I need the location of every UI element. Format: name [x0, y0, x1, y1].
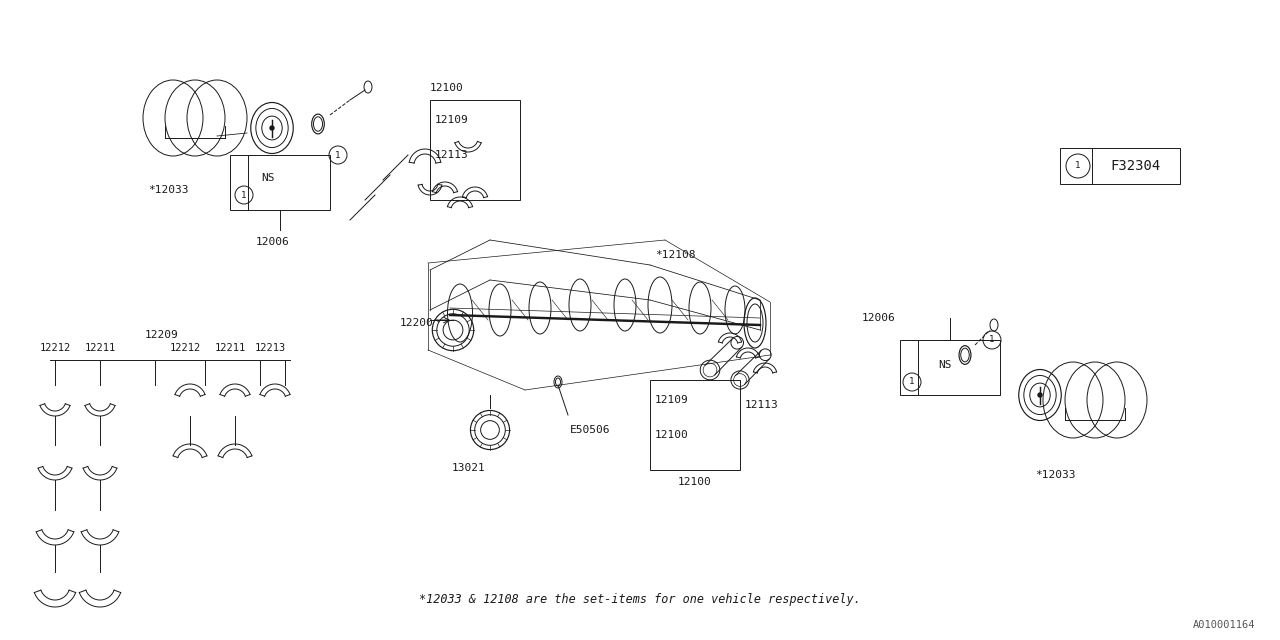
Text: F32304: F32304 — [1111, 159, 1161, 173]
Text: 12100: 12100 — [655, 430, 689, 440]
Text: 12211: 12211 — [214, 343, 246, 353]
Text: 1: 1 — [335, 150, 340, 159]
Text: 12109: 12109 — [655, 395, 689, 405]
Text: NS: NS — [938, 360, 952, 370]
Text: 12213: 12213 — [255, 343, 285, 353]
Text: *12033: *12033 — [148, 185, 188, 195]
Text: 1: 1 — [989, 335, 995, 344]
Text: 1: 1 — [242, 191, 247, 200]
Text: 12200: 12200 — [399, 318, 434, 328]
Bar — [230, 155, 330, 210]
Text: A010001164: A010001164 — [1193, 620, 1254, 630]
Bar — [430, 100, 520, 200]
Bar — [650, 380, 740, 470]
Text: 12100: 12100 — [678, 477, 712, 487]
Text: E50506: E50506 — [570, 425, 611, 435]
Text: *12108: *12108 — [655, 250, 695, 260]
Text: 1: 1 — [1075, 161, 1080, 170]
Text: 13021: 13021 — [452, 463, 486, 473]
Text: 12209: 12209 — [145, 330, 179, 340]
Text: 12006: 12006 — [861, 313, 896, 323]
Text: 12109: 12109 — [435, 115, 468, 125]
Text: 12212: 12212 — [40, 343, 70, 353]
Circle shape — [1038, 393, 1042, 397]
Text: 12100: 12100 — [430, 83, 463, 93]
Text: NS: NS — [261, 173, 275, 183]
Text: 12113: 12113 — [745, 400, 778, 410]
Text: *12033 & 12108 are the set-items for one vehicle respectively.: *12033 & 12108 are the set-items for one… — [419, 593, 861, 607]
Text: 12211: 12211 — [84, 343, 115, 353]
Circle shape — [270, 126, 274, 130]
Bar — [1060, 148, 1180, 184]
Bar — [900, 340, 1000, 395]
Text: *12033: *12033 — [1034, 470, 1075, 480]
Text: 1: 1 — [909, 378, 915, 387]
Text: 12006: 12006 — [256, 237, 289, 247]
Text: 12113: 12113 — [435, 150, 468, 160]
Text: 12212: 12212 — [169, 343, 201, 353]
